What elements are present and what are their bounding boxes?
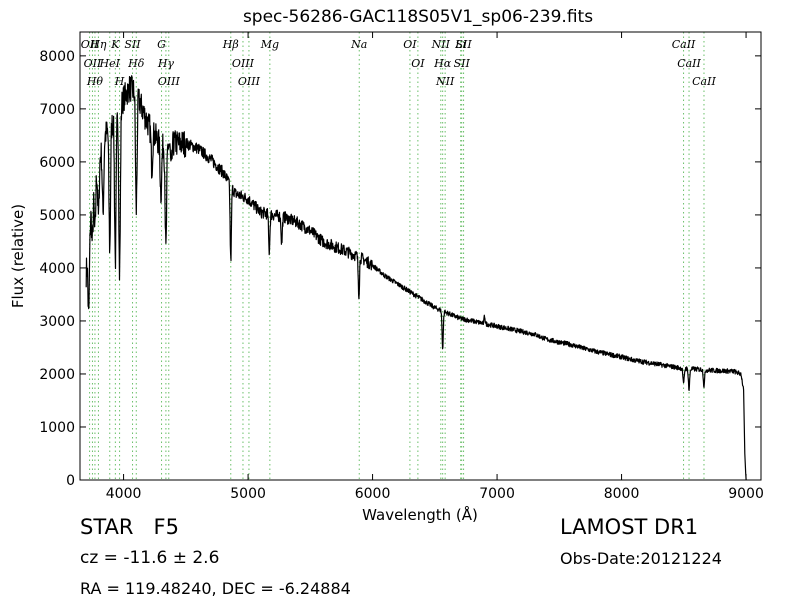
spectrum-line [85, 75, 747, 481]
line-marker-label: OII [84, 57, 102, 70]
chart-title: spec-56286-GAC118S05V1_sp06-239.fits [243, 7, 593, 27]
plot-frame [79, 31, 762, 481]
line-marker-label: CaII [692, 75, 716, 88]
y-tick-label: 1000 [39, 420, 75, 436]
line-markers [89, 32, 705, 480]
y-tick-label: 2000 [39, 367, 75, 383]
y-tick-label: 3000 [39, 314, 75, 330]
line-marker-label: OIII [158, 75, 181, 88]
line-marker-label: Hθ [86, 75, 104, 88]
line-marker-label: HeI [99, 57, 121, 70]
y-axis-label: Flux (relative) [9, 204, 27, 308]
line-marker-label: Mg [260, 38, 279, 51]
x-tick-label: 5000 [230, 486, 266, 502]
line-marker-label: CaII [672, 38, 696, 51]
redshift-value: cz = -11.6 ± 2.6 [80, 548, 220, 568]
x-axis-label: Wavelength (Å) [362, 505, 478, 524]
line-marker-label: Hγ [157, 57, 175, 70]
y-tick-label: 8000 [39, 49, 75, 65]
x-tick-label: 4000 [106, 486, 142, 502]
line-marker-label: Hβ [222, 38, 239, 51]
line-marker-label: Hη [89, 38, 107, 51]
line-marker-label: G [157, 38, 166, 51]
x-tick-label: 9000 [728, 486, 764, 502]
line-marker-label: CaII [677, 57, 701, 70]
y-tick-label: 0 [66, 473, 75, 489]
line-marker-label: OI [403, 38, 417, 51]
line-marker-label: K [110, 38, 120, 51]
object-classification: STAR F5 [80, 515, 179, 539]
line-marker-label: SII [124, 38, 141, 51]
coordinates: RA = 119.48240, DEC = -6.24884 [80, 579, 351, 598]
line-marker-label: OII [81, 38, 99, 51]
line-marker-label: Li [454, 38, 466, 51]
line-marker-label: SII [455, 38, 472, 51]
y-tick-label: 4000 [39, 261, 75, 277]
y-axis-ticks: 0 1000 2000 3000 4000 5000 6000 7000 8000 [39, 49, 761, 489]
line-marker-label: OIII [238, 75, 261, 88]
y-tick-label: 7000 [39, 102, 75, 118]
y-tick-label: 5000 [39, 208, 75, 224]
line-marker-label: NII [431, 38, 451, 51]
survey-name: LAMOST DR1 [560, 515, 699, 539]
line-marker-label: Na [350, 38, 367, 51]
line-marker-label: Hα [433, 57, 452, 70]
x-axis-ticks: 4000 5000 6000 7000 8000 9000 [106, 32, 764, 502]
observation-date: Obs-Date:20121224 [560, 549, 722, 568]
x-tick-label: 7000 [479, 486, 515, 502]
line-marker-label: NII [435, 75, 455, 88]
line-marker-label: OI [411, 57, 425, 70]
line-marker-label: OIII [232, 57, 255, 70]
y-tick-label: 6000 [39, 155, 75, 171]
x-tick-label: 6000 [355, 486, 391, 502]
line-marker-label: SII [454, 57, 471, 70]
line-marker-label: H [114, 75, 125, 88]
x-tick-label: 8000 [604, 486, 640, 502]
line-marker-labels: OII OII Hθ Hη HeI K H SII Hδ G Hγ OIII Hβ OIII OIII Mg N… [81, 38, 717, 88]
line-marker-label: Hδ [127, 57, 145, 70]
